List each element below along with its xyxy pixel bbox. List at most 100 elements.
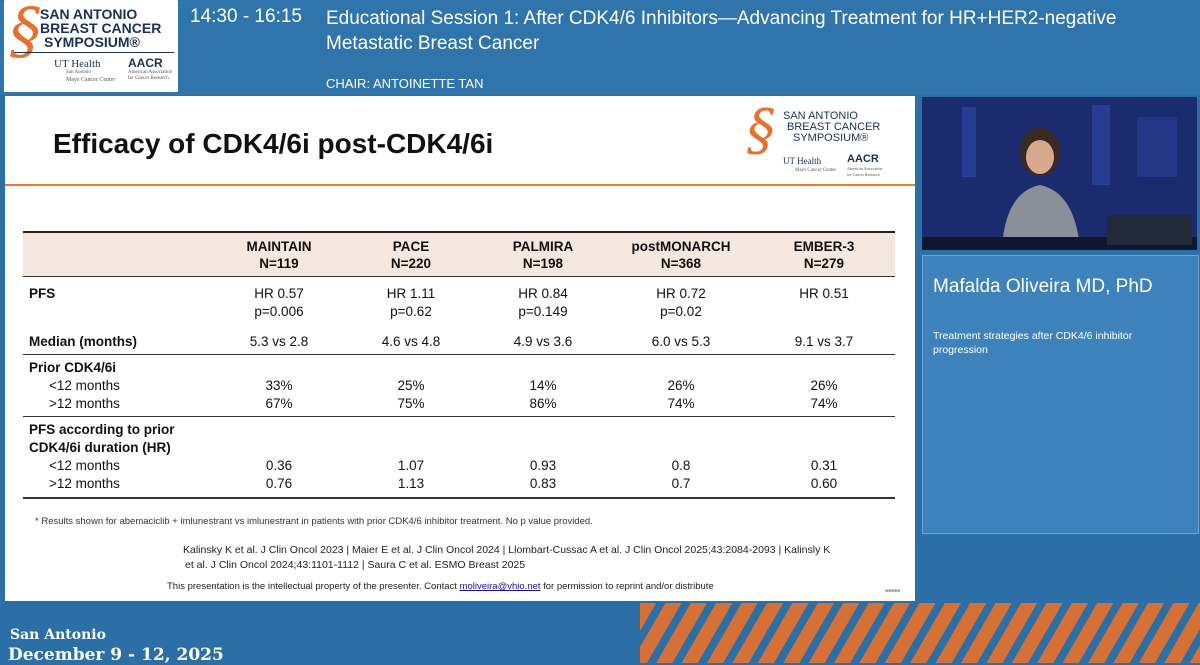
stage-screen xyxy=(1137,117,1177,177)
slide-logo-text-2: BREAST CANCER xyxy=(787,121,881,133)
table-cell: 74% xyxy=(810,396,838,411)
table-cell: 4.9 vs 3.6 xyxy=(513,334,573,349)
table-row-median: Median (months) 5.3 vs 2.8 4.6 vs 4.8 4.… xyxy=(23,321,895,355)
table-cell: HR 0.51 xyxy=(799,286,849,301)
logo-text-line-3: SYMPOSIUM® xyxy=(44,34,140,50)
stage-light-panel xyxy=(1092,105,1110,185)
speaker-video-frame xyxy=(922,97,1197,250)
table-footnote: * Results shown for abemaciclib + imlune… xyxy=(35,516,593,527)
table-cell: HR 0.57 p=0.006 xyxy=(254,286,304,319)
table-row-pfs-prior: PFS according to prior CDK4/6i duration (… xyxy=(23,416,895,458)
table-row-pfs-prior-lt12: <12 months 0.36 1.07 0.93 0.8 0.31 xyxy=(23,457,895,475)
symposium-swirl-icon: § xyxy=(10,0,41,67)
efficacy-table: MAINTAIN N=119 PACE N=220 PALMIRA N=198 pos… xyxy=(23,231,895,499)
slide-marker: ■■■■■ xyxy=(885,588,901,594)
aacr-sub-2: for Cancer Research xyxy=(128,76,169,81)
footer-dates: December 9 - 12, 2025 xyxy=(8,645,224,665)
table-cell: 0.36 xyxy=(265,458,293,473)
speaker-info-panel: Mafalda Oliveira MD, PhD Treatment strat… xyxy=(922,255,1199,534)
slide-sabcs-logo: § SAN ANTONIO BREAST CANCER SYMPOSIUM® U… xyxy=(747,98,897,186)
row-label-prior: Prior CDK4/6i xyxy=(29,360,117,375)
ut-health-logo: UT Health xyxy=(54,58,101,70)
table-cell: 0.76 xyxy=(265,476,293,491)
ip-notice-text-2: for permission to reprint and/or distrib… xyxy=(540,581,714,592)
session-title: Educational Session 1: After CDK4/6 Inhi… xyxy=(326,8,1117,54)
column-header-ember3: EMBER-3 N=279 xyxy=(793,239,855,271)
slide-aacr-sub-1: American Association xyxy=(847,166,883,171)
session-chair: CHAIR: ANTOINETTE TAN xyxy=(326,76,484,91)
logo-divider xyxy=(14,52,174,53)
table-cell xyxy=(213,417,895,458)
table-cell: 33% xyxy=(265,378,293,393)
table-cell: 4.6 vs 4.8 xyxy=(381,334,441,349)
session-time: 14:30 - 16:15 xyxy=(190,6,302,27)
speaker-body xyxy=(1002,185,1080,247)
table-cell: 1.07 xyxy=(397,458,425,473)
table-cell: 0.8 xyxy=(671,458,691,473)
table-cell: 9.1 vs 3.7 xyxy=(794,334,854,349)
table-cell: HR 0.72 p=0.02 xyxy=(656,286,706,319)
references-line-1: Kalinsky K et al. J Clin Oncol 2023 | Ma… xyxy=(183,544,831,556)
footer-city: San Antonio xyxy=(10,627,106,643)
column-header-palmira: PALMIRA N=198 xyxy=(512,239,574,271)
table-cell: 0.83 xyxy=(529,476,557,491)
table-cell: 0.7 xyxy=(671,476,691,491)
logo-text-line-1: SAN ANTONIO xyxy=(40,6,138,22)
row-label-pfs-prior-lt12: <12 months xyxy=(49,458,120,473)
ip-notice: This presentation is the intellectual pr… xyxy=(167,581,714,592)
logo-text-line-2: BREAST CANCER xyxy=(40,20,162,36)
table-header-row: MAINTAIN N=119 PACE N=220 PALMIRA N=198 pos… xyxy=(23,232,895,277)
column-header-maintain: MAINTAIN N=119 xyxy=(246,239,312,271)
table-cell xyxy=(213,355,895,378)
table-cell: 26% xyxy=(810,378,838,393)
table-cell: 25% xyxy=(397,378,425,393)
table-cell: 74% xyxy=(667,396,695,411)
monitor xyxy=(1107,215,1192,245)
table-cell: 14% xyxy=(529,378,557,393)
slide-aacr-sub-2: for Cancer Research xyxy=(847,172,880,177)
table-cell: 67% xyxy=(265,396,293,411)
row-label-prior-lt12: <12 months xyxy=(49,378,120,393)
table-cell: HR 1.11 p=0.62 xyxy=(386,286,436,319)
slide-aacr-logo: AACR xyxy=(847,153,879,165)
table-cell: 0.60 xyxy=(810,476,838,491)
column-header-pace: PACE N=220 xyxy=(390,239,432,271)
ut-health-sub-2: Mays Cancer Center xyxy=(66,77,116,83)
table-cell: 0.31 xyxy=(810,458,838,473)
table-cell: 6.0 vs 5.3 xyxy=(651,334,711,349)
table-header-empty xyxy=(23,232,213,277)
slide-title: Efficacy of CDK4/6i post-CDK4/6i xyxy=(53,128,494,159)
row-label-median: Median (months) xyxy=(29,334,137,349)
presentation-slide: Efficacy of CDK4/6i post-CDK4/6i § SAN A… xyxy=(5,96,915,601)
slide-ut-health-logo: UT Health xyxy=(783,156,822,166)
table-cell: 0.93 xyxy=(529,458,557,473)
table-row-prior-lt12: <12 months 33% 25% 14% 26% 26% xyxy=(23,377,895,395)
table-cell: 26% xyxy=(667,378,695,393)
slide-logo-swirl-icon: § xyxy=(747,98,775,163)
slide-ut-health-sub: Mays Cancer Center xyxy=(795,168,837,173)
session-header-bar: § SAN ANTONIO BREAST CANCER SYMPOSIUM® U… xyxy=(0,0,1200,95)
speaker-name: Mafalda Oliveira MD, PhD xyxy=(933,276,1153,297)
table-cell: 1.13 xyxy=(397,476,425,491)
table-cell: 75% xyxy=(397,396,425,411)
slide-title-rule xyxy=(5,184,915,186)
sabcs-logo: § SAN ANTONIO BREAST CANCER SYMPOSIUM® U… xyxy=(4,0,178,92)
table-row-prior-gt12: >12 months 67% 75% 86% 74% 74% xyxy=(23,395,895,417)
aacr-sub-1: American Association xyxy=(128,70,173,75)
references-line-2: et al. J Clin Oncol 2024;43:1101-1112 | … xyxy=(185,559,526,571)
presenter-email-link[interactable]: moliveira@vhio.net xyxy=(459,581,541,592)
table-cell: 5.3 vs 2.8 xyxy=(249,334,309,349)
table-row-prior: Prior CDK4/6i xyxy=(23,354,895,378)
table-row-pfs: PFS HR 0.57 p=0.006 HR 1.11 p=0.62 HR 0.84… xyxy=(23,276,895,322)
table-row-pfs-prior-gt12: >12 months 0.76 1.13 0.83 0.7 0.60 xyxy=(23,475,895,498)
row-label-pfs-prior: PFS according to prior CDK4/6i duration (… xyxy=(29,422,175,455)
table-cell: 86% xyxy=(529,396,557,411)
talk-title: Treatment strategies after CDK4/6 inhibi… xyxy=(933,330,1133,356)
references: Kalinsky K et al. J Clin Oncol 2023 | Ma… xyxy=(183,543,895,573)
slide-logo-text-3: SYMPOSIUM® xyxy=(793,132,869,144)
ut-health-sub-1: San Antonio xyxy=(66,70,91,75)
ip-notice-text-1: This presentation is the intellectual pr… xyxy=(167,581,460,592)
row-label-pfs: PFS xyxy=(29,286,56,301)
speaker-face xyxy=(1026,140,1054,174)
row-label-pfs-prior-gt12: >12 months xyxy=(49,476,120,491)
